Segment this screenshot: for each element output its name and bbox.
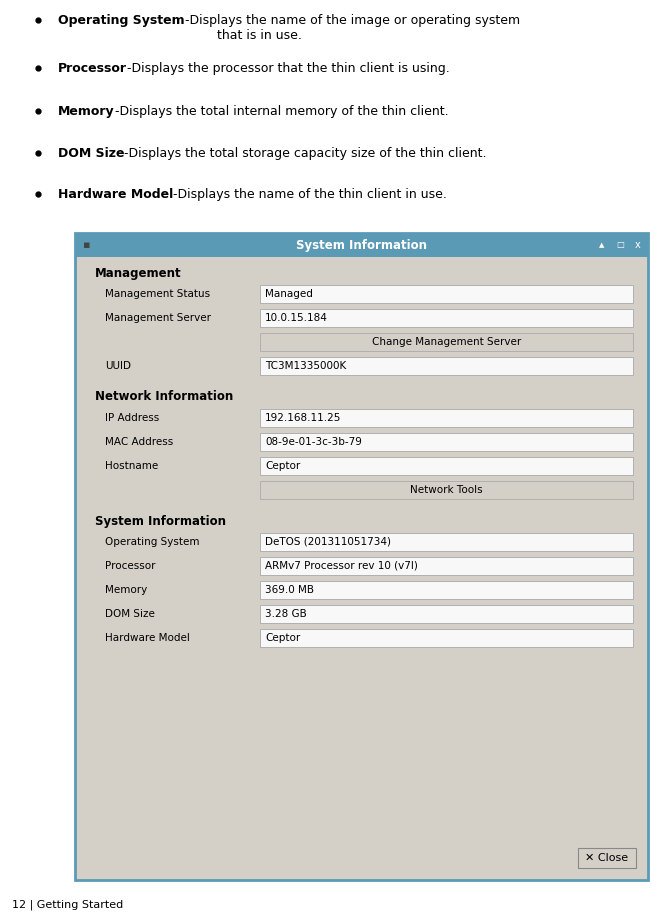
Text: Management Status: Management Status [105, 289, 210, 299]
Bar [75, 233, 648, 257]
Bar [260, 433, 633, 451]
Text: Memory: Memory [58, 105, 115, 118]
Bar [260, 409, 633, 427]
Text: Processor: Processor [58, 62, 127, 75]
Text: □: □ [616, 240, 624, 249]
Text: DOM Size: DOM Size [58, 147, 125, 160]
Text: Operating System: Operating System [58, 14, 185, 27]
Text: -Displays the total internal memory of the thin client.: -Displays the total internal memory of t… [115, 105, 448, 118]
Bar [75, 233, 648, 880]
Bar [260, 333, 633, 351]
Text: Memory: Memory [105, 585, 147, 595]
Text: -Displays the name of the thin client in use.: -Displays the name of the thin client in… [173, 188, 447, 201]
Text: Hardware Model: Hardware Model [58, 188, 173, 201]
Bar [260, 481, 633, 499]
Text: Change Management Server: Change Management Server [372, 337, 521, 347]
Bar [260, 557, 633, 575]
Text: Network Information: Network Information [95, 391, 233, 404]
Text: 369.0 MB: 369.0 MB [265, 585, 314, 595]
Text: Ceptor: Ceptor [265, 461, 300, 471]
Text: ▲: ▲ [600, 242, 605, 248]
Bar [260, 581, 633, 599]
Text: 10.0.15.184: 10.0.15.184 [265, 313, 328, 323]
Text: 3.28 GB: 3.28 GB [265, 609, 307, 619]
Text: Management: Management [95, 266, 181, 279]
Text: System Information: System Information [95, 515, 226, 528]
Text: Hardware Model: Hardware Model [105, 633, 190, 643]
Text: System Information: System Information [296, 238, 427, 251]
Text: Hostname: Hostname [105, 461, 158, 471]
Text: ARMv7 Processor rev 10 (v7l): ARMv7 Processor rev 10 (v7l) [265, 561, 418, 571]
Text: 192.168.11.25: 192.168.11.25 [265, 413, 342, 423]
Text: -Displays the total storage capacity size of the thin client.: -Displays the total storage capacity siz… [125, 147, 487, 160]
Text: IP Address: IP Address [105, 413, 159, 423]
Bar [260, 533, 633, 551]
Text: DeTOS (201311051734): DeTOS (201311051734) [265, 537, 391, 547]
Text: DOM Size: DOM Size [105, 609, 155, 619]
Text: 12 | Getting Started: 12 | Getting Started [12, 899, 123, 910]
Bar [260, 357, 633, 375]
Bar [260, 309, 633, 327]
Bar [578, 848, 636, 868]
Text: -Displays the processor that the thin client is using.: -Displays the processor that the thin cl… [127, 62, 450, 75]
Text: Ceptor: Ceptor [265, 633, 300, 643]
Bar [260, 457, 633, 475]
Bar [260, 605, 633, 623]
Text: -Displays the name of the image or operating system
        that is in use.: -Displays the name of the image or opera… [185, 14, 520, 42]
Text: MAC Address: MAC Address [105, 437, 173, 447]
Bar [260, 285, 633, 303]
Text: ▪: ▪ [83, 240, 91, 250]
Text: Management Server: Management Server [105, 313, 211, 323]
Text: ✕ Close: ✕ Close [586, 853, 628, 863]
Text: UUID: UUID [105, 361, 131, 371]
Bar [260, 629, 633, 647]
Text: x: x [635, 240, 641, 250]
Text: 08-9e-01-3c-3b-79: 08-9e-01-3c-3b-79 [265, 437, 362, 447]
Text: TC3M1335000K: TC3M1335000K [265, 361, 346, 371]
Text: Operating System: Operating System [105, 537, 199, 547]
Text: Processor: Processor [105, 561, 155, 571]
Text: Managed: Managed [265, 289, 313, 299]
Text: Network Tools: Network Tools [410, 485, 483, 495]
